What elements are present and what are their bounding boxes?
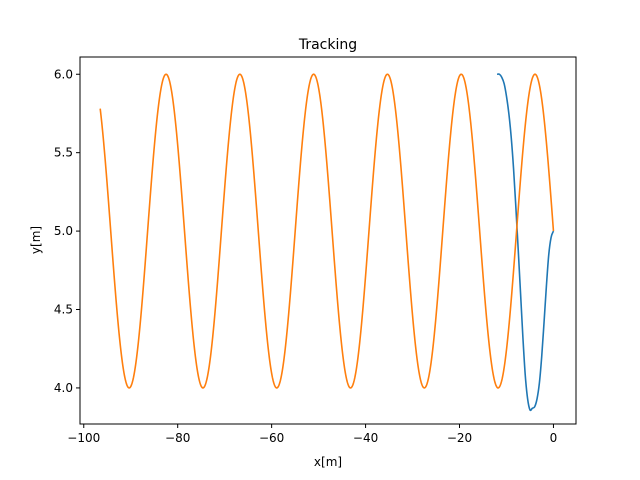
y-tick-label: 5.0 bbox=[54, 224, 73, 238]
y-tick-label: 4.5 bbox=[54, 303, 73, 317]
x-axis-label: x[m] bbox=[314, 455, 342, 469]
x-tick-label: −40 bbox=[353, 431, 378, 445]
y-axis-label: y[m] bbox=[29, 226, 43, 254]
y-tick-label: 6.0 bbox=[54, 67, 73, 81]
x-tick-label: −20 bbox=[447, 431, 472, 445]
x-tick-label: −60 bbox=[259, 431, 284, 445]
x-axis-ticks: −100 −80 −60 −40 −20 0 bbox=[67, 424, 557, 445]
y-axis-ticks: 4.0 4.5 5.0 5.5 6.0 bbox=[54, 67, 80, 395]
chart-title: Tracking bbox=[298, 37, 357, 53]
series-line-1 bbox=[496, 73, 555, 412]
x-tick-label: −100 bbox=[67, 431, 100, 445]
series-line-2 bbox=[99, 73, 555, 389]
x-tick-label: −80 bbox=[165, 431, 190, 445]
x-tick-label: 0 bbox=[550, 431, 558, 445]
y-tick-label: 4.0 bbox=[54, 381, 73, 395]
y-tick-label: 5.5 bbox=[54, 146, 73, 160]
axes-frame bbox=[79, 56, 577, 425]
plot-area bbox=[99, 73, 555, 412]
